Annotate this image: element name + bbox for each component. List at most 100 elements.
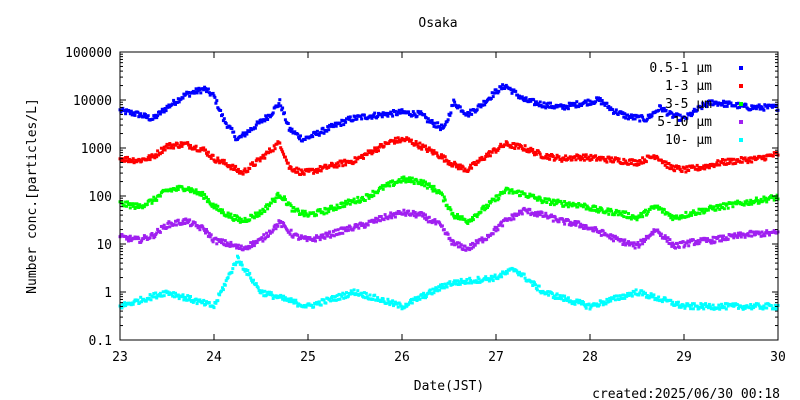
data-point <box>674 216 677 220</box>
data-point <box>363 296 367 300</box>
data-point <box>695 304 699 308</box>
data-point <box>149 198 153 202</box>
data-point <box>174 219 177 223</box>
data-point <box>389 211 393 215</box>
data-point <box>607 300 611 303</box>
data-point <box>733 232 737 236</box>
data-point <box>667 112 671 116</box>
data-point <box>360 224 364 227</box>
data-point <box>697 207 701 211</box>
data-point <box>528 208 532 211</box>
data-point <box>734 104 738 108</box>
data-point <box>292 301 296 305</box>
data-point <box>351 118 355 122</box>
data-point <box>643 240 646 243</box>
data-point <box>573 302 577 306</box>
data-point <box>334 162 338 166</box>
data-point <box>545 214 549 218</box>
data-point <box>308 236 312 240</box>
data-point <box>420 293 424 297</box>
data-point <box>533 281 536 285</box>
data-point <box>400 108 404 112</box>
data-point <box>471 245 475 249</box>
data-point <box>160 224 164 228</box>
data-point <box>679 305 683 309</box>
data-point <box>669 298 673 302</box>
data-point <box>214 101 218 105</box>
data-point <box>170 189 174 193</box>
data-point <box>589 153 593 157</box>
data-point <box>758 231 762 235</box>
data-point <box>235 260 239 264</box>
data-point <box>659 207 663 211</box>
data-point <box>528 149 532 153</box>
data-point <box>124 156 128 159</box>
data-point <box>664 160 668 164</box>
data-point <box>248 129 252 133</box>
data-point <box>229 240 233 244</box>
data-point <box>515 269 519 273</box>
data-point <box>673 169 677 173</box>
data-point <box>739 156 743 159</box>
data-point <box>140 300 144 304</box>
data-point <box>628 243 631 247</box>
data-point <box>500 275 504 279</box>
data-point <box>695 108 699 112</box>
data-point <box>749 108 753 111</box>
data-point <box>670 167 674 171</box>
data-point <box>562 156 566 160</box>
data-point <box>339 159 343 163</box>
data-point <box>597 99 601 102</box>
data-point <box>545 292 549 296</box>
data-point <box>537 104 541 108</box>
data-point <box>634 288 638 292</box>
data-point <box>390 112 394 116</box>
data-point <box>205 228 208 231</box>
data-point <box>366 223 370 227</box>
data-point <box>557 220 561 224</box>
data-point <box>502 145 505 148</box>
data-point <box>665 239 669 243</box>
data-point <box>562 204 566 208</box>
data-point <box>581 157 584 161</box>
data-point <box>510 91 514 95</box>
data-point <box>756 230 760 234</box>
data-point <box>269 201 273 205</box>
data-point <box>468 111 472 115</box>
data-point <box>534 212 538 216</box>
data-point <box>617 157 621 161</box>
data-point <box>493 199 497 203</box>
data-point <box>216 299 220 303</box>
data-point <box>234 217 238 221</box>
data-point <box>683 215 687 219</box>
data-point <box>769 304 773 308</box>
data-point <box>772 307 776 311</box>
data-point <box>346 201 349 205</box>
data-point <box>347 199 351 203</box>
legend-marker <box>739 66 743 70</box>
data-point <box>617 298 621 301</box>
data-point <box>737 101 740 105</box>
data-point <box>718 207 722 211</box>
data-point <box>385 301 389 305</box>
data-point <box>213 205 217 209</box>
data-point <box>708 305 712 309</box>
data-point <box>256 211 260 215</box>
data-point <box>722 202 725 206</box>
data-point <box>248 246 252 250</box>
data-point <box>677 165 681 169</box>
data-point <box>184 297 188 300</box>
data-point <box>411 209 415 213</box>
data-point <box>426 117 430 121</box>
data-point <box>424 116 428 120</box>
data-point <box>563 107 567 111</box>
data-point <box>155 231 159 235</box>
data-point <box>669 163 673 167</box>
data-point <box>762 195 766 199</box>
data-point <box>168 142 172 145</box>
data-point <box>719 306 723 310</box>
data-point <box>689 111 693 115</box>
data-point <box>405 136 409 140</box>
data-point <box>709 205 713 209</box>
data-point <box>333 228 337 232</box>
